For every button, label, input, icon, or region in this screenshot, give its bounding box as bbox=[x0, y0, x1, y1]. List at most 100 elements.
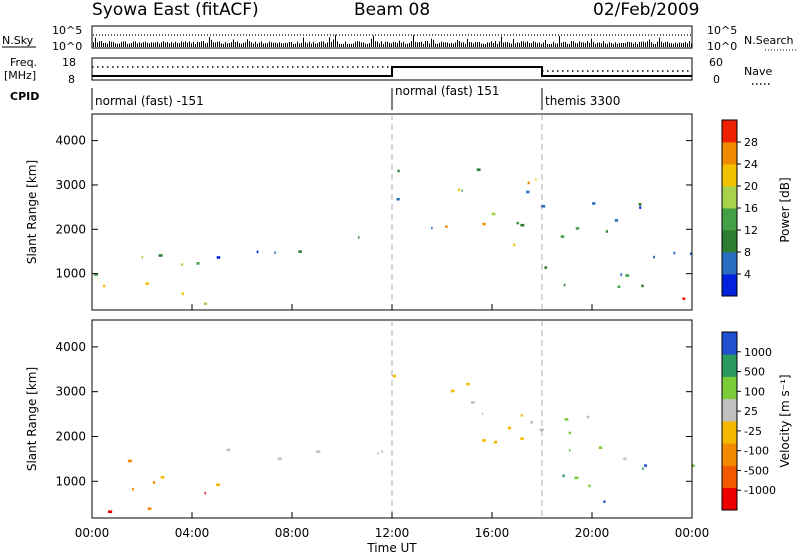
power-cell bbox=[458, 188, 460, 192]
noise-bar bbox=[655, 43, 656, 47]
noise-bar bbox=[283, 43, 284, 47]
noise-bar bbox=[139, 42, 140, 47]
power-cell bbox=[431, 226, 433, 230]
velocity-cell bbox=[493, 440, 498, 444]
noise-bar bbox=[107, 43, 108, 47]
noise-bar bbox=[473, 43, 474, 47]
cpid-segment-1: normal (fast) -151 bbox=[95, 94, 204, 108]
noise-bar bbox=[407, 43, 408, 47]
noise-bar bbox=[561, 42, 562, 47]
noise-bar bbox=[481, 43, 482, 47]
noise-bar bbox=[359, 41, 360, 47]
noise-bar bbox=[147, 42, 148, 47]
noise-bar bbox=[145, 41, 146, 47]
velocity-cell bbox=[539, 428, 544, 432]
noise-bar bbox=[529, 43, 530, 47]
cpid-panel: CPID normal (fast) -151 normal (fast) 15… bbox=[10, 84, 620, 110]
noise-bar bbox=[239, 43, 240, 47]
noise-bar bbox=[583, 42, 584, 47]
noise-bar bbox=[335, 34, 336, 47]
noise-bar bbox=[177, 42, 178, 47]
power-colorbar-tick-label: 12 bbox=[744, 224, 758, 237]
noise-bar bbox=[397, 43, 398, 47]
noise-bar bbox=[221, 43, 222, 47]
velocity-colorbar-swatch bbox=[722, 443, 737, 466]
velocity-cell bbox=[216, 483, 220, 487]
noise-bar bbox=[475, 42, 476, 47]
power-colorbar-tick-label: 4 bbox=[744, 268, 751, 281]
noise-bar bbox=[387, 41, 388, 47]
noise-bar bbox=[451, 43, 452, 47]
velocity-cell bbox=[644, 464, 647, 467]
power-y-tick-label: 1000 bbox=[55, 267, 86, 281]
power-colorbar-tick-label: 24 bbox=[744, 158, 758, 171]
noise-bar bbox=[383, 43, 384, 47]
x-tick-label: 20:00 bbox=[575, 526, 610, 540]
noise-bar bbox=[423, 43, 424, 47]
noise-bar bbox=[653, 43, 654, 47]
nave-label: Nave bbox=[744, 65, 772, 78]
power-cell bbox=[491, 212, 496, 216]
power-cell bbox=[298, 250, 302, 253]
noise-bar bbox=[427, 41, 428, 47]
power-colorbar-swatch bbox=[722, 252, 737, 275]
noise-bar bbox=[289, 41, 290, 47]
velocity-cell bbox=[204, 491, 206, 495]
noise-bar bbox=[643, 41, 644, 47]
power-data-cells bbox=[94, 168, 693, 305]
noise-bar bbox=[131, 42, 132, 47]
noise-bar bbox=[571, 41, 572, 47]
noise-bar bbox=[437, 43, 438, 47]
noise-bar bbox=[389, 42, 390, 47]
noise-bar bbox=[263, 43, 264, 47]
noise-bar bbox=[595, 43, 596, 47]
noise-bar bbox=[341, 43, 342, 47]
power-cell bbox=[482, 222, 486, 226]
noise-bar bbox=[585, 43, 586, 47]
noise-bar bbox=[197, 41, 198, 47]
power-cell bbox=[526, 190, 530, 194]
power-cell bbox=[620, 273, 623, 276]
noise-bar bbox=[259, 42, 260, 47]
power-cell bbox=[544, 266, 548, 269]
noise-bar bbox=[499, 41, 500, 47]
velocity-cell bbox=[381, 450, 384, 453]
noise-bar bbox=[507, 42, 508, 47]
nsky-top-tick: 10^5 bbox=[52, 24, 82, 37]
velocity-cell bbox=[392, 374, 396, 378]
noise-bar bbox=[109, 41, 110, 47]
noise-bar bbox=[569, 43, 570, 47]
noise-bar bbox=[665, 42, 666, 47]
noise-bar bbox=[575, 42, 576, 47]
power-cell bbox=[461, 189, 463, 192]
velocity-colorbar-tick-label: 100 bbox=[744, 385, 765, 398]
velocity-colorbar-swatch bbox=[722, 332, 737, 355]
velocity-cell bbox=[530, 421, 534, 424]
noise-bar bbox=[403, 41, 404, 47]
power-colorbar-swatch bbox=[722, 120, 737, 143]
noise-bar bbox=[141, 43, 142, 47]
noise-bar bbox=[683, 42, 684, 47]
noise-bar bbox=[503, 42, 504, 47]
noise-bar bbox=[163, 41, 164, 47]
power-cell bbox=[513, 243, 516, 247]
noise-bar bbox=[511, 43, 512, 47]
freq-line bbox=[92, 66, 692, 77]
noise-bar bbox=[527, 41, 528, 47]
noise-bar bbox=[277, 43, 278, 47]
noise-bar bbox=[377, 41, 378, 47]
velocity-colorbar-swatches bbox=[722, 332, 737, 511]
power-y-ticks: 1000 2000 3000 4000 bbox=[55, 134, 692, 281]
nsearch-label: N.Search bbox=[744, 34, 794, 47]
noise-bar bbox=[419, 42, 420, 47]
noise-bar bbox=[601, 43, 602, 47]
power-cell bbox=[141, 255, 144, 259]
noise-bar bbox=[477, 42, 478, 47]
noise-bar bbox=[611, 43, 612, 47]
noise-bar bbox=[129, 43, 130, 47]
noise-bar bbox=[309, 41, 310, 47]
velocity-y-tick-label: 2000 bbox=[55, 429, 86, 443]
noise-bar bbox=[205, 43, 206, 47]
noise-bar bbox=[125, 41, 126, 47]
noise-bar bbox=[491, 41, 492, 47]
